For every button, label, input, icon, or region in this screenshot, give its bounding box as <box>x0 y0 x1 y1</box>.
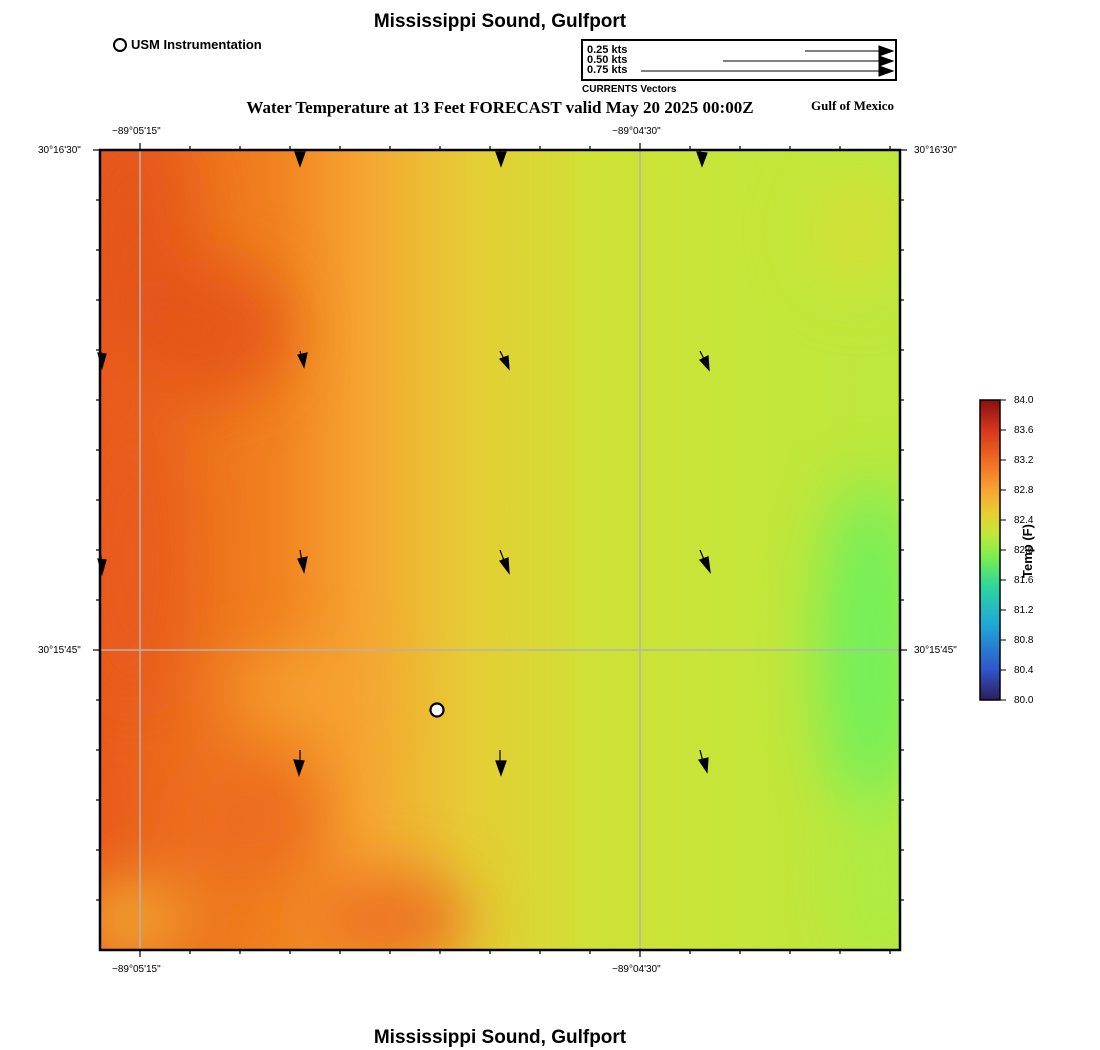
colorbar <box>979 399 1006 701</box>
current-arrow-icon <box>696 149 708 168</box>
current-vectors <box>97 149 711 777</box>
current-arrow-icon <box>297 549 308 574</box>
colorbar-tick-label: 84.0 <box>1014 395 1034 406</box>
current-arrow-icon <box>499 549 510 575</box>
map-title: Mississippi Sound, Gulfport <box>373 11 627 32</box>
lat-tick-label: 30°15'45" <box>914 645 957 656</box>
graticule <box>100 150 900 950</box>
instrument-marker-icon <box>113 37 127 52</box>
current-arrow-icon <box>498 350 510 371</box>
vector-caption: CURRENTS Vectors <box>582 84 677 95</box>
colorbar-tick-label: 82.4 <box>1014 515 1034 526</box>
current-arrow-icon <box>97 555 107 577</box>
colorbar-tick-label: 83.6 <box>1014 425 1034 436</box>
current-arrow-icon <box>698 749 709 774</box>
lat-tick-label: 30°16'30" <box>914 145 957 156</box>
lon-tick-label: −89°05'15" <box>112 964 161 975</box>
colorbar-tick-label: 80.0 <box>1014 695 1034 706</box>
lon-tick-label: −89°05'15" <box>112 126 161 137</box>
vector-scale-label: 0.25 kts <box>587 44 628 56</box>
colorbar-tick-label: 83.2 <box>1014 455 1034 466</box>
colorbar-tick-label: 80.4 <box>1014 665 1034 676</box>
frame-ticks <box>93 143 907 957</box>
lat-tick-label: 30°15'45" <box>38 645 81 656</box>
current-arrow-icon <box>495 750 507 777</box>
colorbar-tick-label: 81.2 <box>1014 605 1034 616</box>
colorbar-title: Temp (F) <box>1020 524 1035 578</box>
lon-tick-label: −89°04'30" <box>612 126 661 137</box>
lat-tick-label: 30°16'30" <box>38 145 81 156</box>
vector-scale-label: 0.75 kts <box>587 64 628 76</box>
instrumentation-label: USM Instrumentation <box>131 37 262 52</box>
current-arrow-icon <box>699 350 710 372</box>
vector-scale-legend: 0.25 kts 0.50 kts 0.75 kts <box>581 39 897 81</box>
vector-scale-label: 0.50 kts <box>587 54 628 66</box>
lon-tick-label: −89°04'30" <box>612 964 661 975</box>
current-arrow-icon <box>495 150 507 168</box>
instrument-station-icon <box>429 702 445 718</box>
map-subtitle: Water Temperature at 13 Feet FORECAST va… <box>246 98 754 117</box>
current-arrow-icon <box>698 549 711 574</box>
instrumentation-legend: USM Instrumentation <box>113 37 262 52</box>
colorbar-tick-label: 82.0 <box>1014 545 1034 556</box>
vector-scale-arrows <box>641 45 895 77</box>
current-arrow-icon <box>97 352 107 371</box>
current-arrow-icon <box>293 750 305 777</box>
colorbar-tick-label: 82.8 <box>1014 485 1034 496</box>
temperature-field <box>100 150 900 950</box>
colorbar-tick-label: 80.8 <box>1014 635 1034 646</box>
footer-title: Mississippi Sound, Gulfport <box>373 1027 627 1048</box>
colorbar-tick-label: 81.6 <box>1014 575 1034 586</box>
region-label: Gulf of Mexico <box>811 98 895 113</box>
current-arrow-icon <box>294 150 306 168</box>
current-arrow-icon <box>297 350 308 369</box>
